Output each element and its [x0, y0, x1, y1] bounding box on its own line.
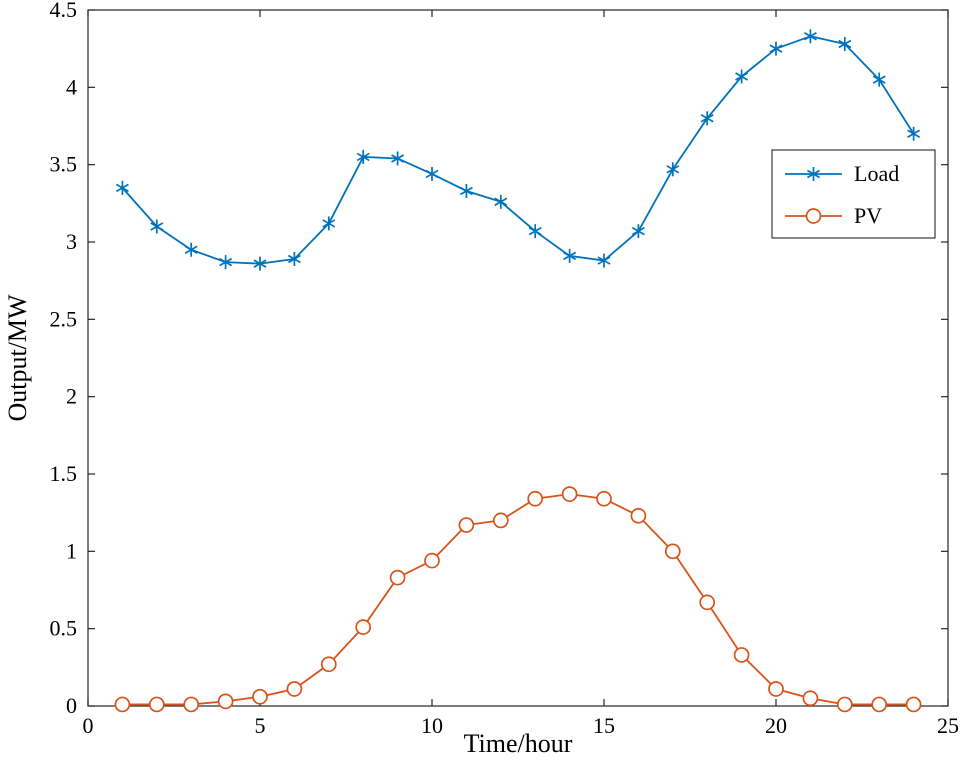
x-tick-label: 15 [593, 713, 615, 738]
x-axis-label: Time/hour [464, 729, 573, 758]
axis-ticks [87, 9, 949, 707]
y-tick-label: 1.5 [50, 461, 78, 486]
y-tick-label: 2.5 [50, 306, 78, 331]
plot-box [87, 9, 949, 707]
legend-label: PV [854, 203, 882, 228]
y-axis-label: Output/MW [3, 294, 32, 422]
y-tick-label: 3 [66, 229, 77, 254]
legend-marker-asterisk [807, 167, 820, 181]
y-tick-label: 3.5 [50, 152, 78, 177]
legend-entry-load: Load [785, 161, 899, 186]
x-tick-label: 5 [255, 713, 266, 738]
legend: Load PV [771, 149, 936, 239]
series-pv [114, 486, 922, 713]
series-markers-load [115, 29, 921, 271]
x-tick-labels: 0 5 10 15 20 25 [83, 713, 960, 738]
x-tick-label: 25 [937, 713, 959, 738]
legend-label: Load [854, 161, 899, 186]
series-markers-pv [114, 486, 922, 713]
x-tick-label: 20 [765, 713, 787, 738]
series-line-load [121, 35, 915, 265]
y-tick-label: 2 [66, 384, 77, 409]
x-tick-label: 10 [421, 713, 443, 738]
legend-entry-pv: PV [785, 203, 882, 228]
legend-marker-circle [805, 208, 822, 224]
x-tick-label: 0 [83, 713, 94, 738]
y-tick-label: 0 [66, 693, 77, 718]
legend-box [771, 149, 936, 239]
y-tick-label: 4 [66, 74, 77, 99]
y-tick-labels: 0 0.5 1 1.5 2 2.5 3 3.5 4 4.5 [50, 0, 78, 718]
y-tick-label: 0.5 [50, 616, 78, 641]
y-tick-label: 1 [66, 538, 77, 563]
series-load [115, 29, 921, 271]
y-tick-label: 4.5 [50, 0, 78, 22]
